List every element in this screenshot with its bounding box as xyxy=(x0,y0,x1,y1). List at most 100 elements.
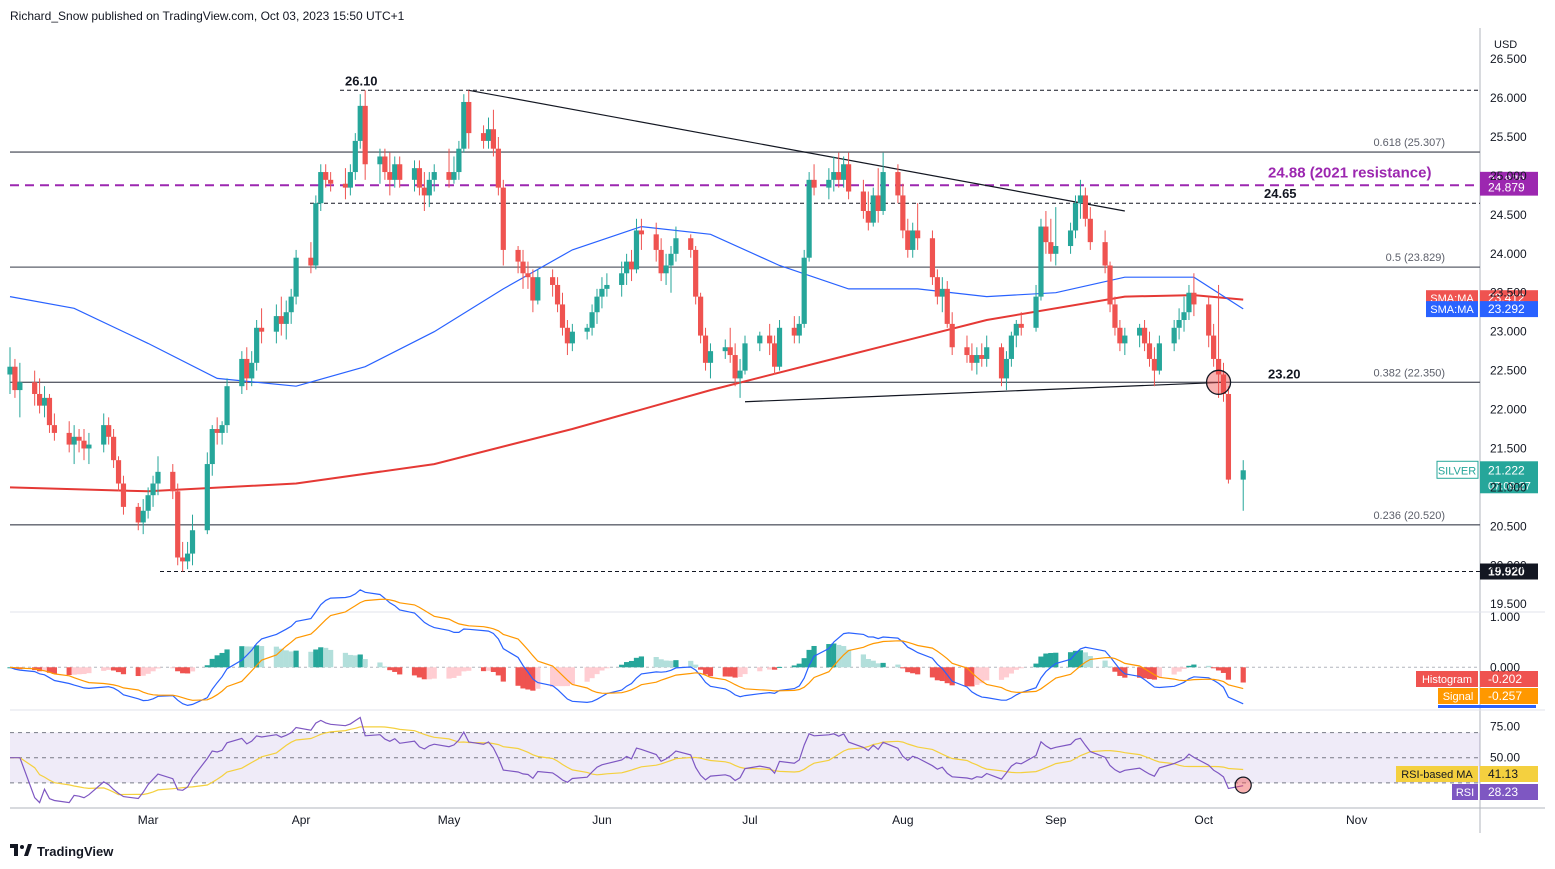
candle xyxy=(313,195,319,270)
price-tick-label: 22.500 xyxy=(1490,364,1527,378)
macd-histogram-bar xyxy=(397,667,403,675)
candle-body xyxy=(431,172,437,180)
candle xyxy=(36,378,43,414)
candle xyxy=(411,160,418,192)
candle-body xyxy=(624,261,630,274)
macd-histogram-bar xyxy=(624,662,630,668)
macd-histogram-bar xyxy=(362,659,368,668)
price-tag xyxy=(1480,179,1538,196)
candle-body xyxy=(1151,358,1158,371)
candle xyxy=(915,203,921,250)
candle xyxy=(273,304,279,344)
macd-histogram-bar xyxy=(1181,667,1187,669)
macd-histogram-bar xyxy=(559,667,566,687)
macd-histogram-bar xyxy=(1043,653,1049,668)
candle-body xyxy=(1013,323,1019,336)
candle-body xyxy=(801,257,807,324)
candle xyxy=(1122,327,1128,356)
macd-histogram-bar xyxy=(1087,656,1093,668)
indicator-tag-box xyxy=(1426,301,1478,318)
candle-body xyxy=(698,296,704,336)
macd-histogram-bar xyxy=(722,667,728,677)
candle xyxy=(1176,308,1182,340)
candle-body xyxy=(397,164,403,180)
candle-body xyxy=(1102,242,1108,266)
last-price-tag xyxy=(1480,461,1538,494)
candle xyxy=(949,312,955,356)
candle-body xyxy=(826,179,832,188)
candle-body xyxy=(1043,226,1049,243)
candle xyxy=(244,347,250,391)
macd-histogram-bar xyxy=(1082,652,1088,668)
price-tick-label: 19.500 xyxy=(1490,597,1527,611)
candle xyxy=(1146,331,1153,367)
macd-histogram-bar xyxy=(698,667,704,670)
candle-body xyxy=(727,347,733,356)
price-tick-label: 26.000 xyxy=(1490,91,1527,105)
candle-body xyxy=(377,156,383,165)
plot-area xyxy=(10,28,1480,808)
candle xyxy=(554,277,561,313)
macd-histogram-bar xyxy=(594,667,600,675)
candle xyxy=(1206,296,1212,348)
macd-histogram-bar xyxy=(1206,665,1212,668)
candle-body xyxy=(36,393,43,406)
candle xyxy=(1215,284,1222,398)
macd-histogram-bar xyxy=(140,667,146,676)
macd-histogram-bar xyxy=(485,667,492,671)
macd-line-tag xyxy=(1438,705,1536,708)
macd-histogram-bar xyxy=(204,665,210,668)
candle-body xyxy=(86,444,92,449)
candle xyxy=(1112,296,1118,336)
resistance-label: 24.88 (2021 resistance) xyxy=(1268,164,1431,181)
candle-body xyxy=(875,195,881,211)
time-tick-label: Nov xyxy=(1346,813,1367,827)
candle xyxy=(707,343,714,379)
candle xyxy=(1087,207,1093,250)
candle xyxy=(737,358,743,398)
macd-histogram-bar xyxy=(495,667,501,676)
candle xyxy=(776,320,783,371)
candle-body xyxy=(737,370,743,379)
macd-histogram-bar xyxy=(189,667,196,672)
candle-body xyxy=(76,436,82,441)
candle-body xyxy=(1171,327,1177,344)
candle-body xyxy=(831,172,837,180)
macd-histogram-bar xyxy=(451,667,457,678)
macd-histogram-bar xyxy=(653,657,659,668)
macd-histogram-bar xyxy=(1112,667,1118,672)
macd-histogram-bar xyxy=(1171,667,1177,675)
candle-body xyxy=(934,277,940,297)
candle-body xyxy=(1181,312,1187,320)
macd-histogram-bar xyxy=(180,667,186,674)
macd-histogram-bar xyxy=(115,667,122,673)
candle-body xyxy=(145,495,151,511)
candle xyxy=(51,413,57,441)
price-tag-value: 19.920 xyxy=(1488,565,1525,579)
tradingview-brand[interactable]: TradingView xyxy=(10,844,113,859)
macd-histogram-bar xyxy=(1018,667,1024,669)
candle-body xyxy=(732,355,738,379)
candle-body xyxy=(673,238,679,254)
macd-histogram-bar xyxy=(870,660,876,668)
macd-histogram-bar xyxy=(81,667,87,675)
candle xyxy=(81,429,87,461)
candle xyxy=(189,514,196,566)
macd-histogram-bar xyxy=(599,667,605,671)
candle-body xyxy=(204,464,210,531)
macd-histogram-bar xyxy=(110,667,117,671)
candle xyxy=(283,300,289,340)
candle-body xyxy=(722,347,728,352)
rsi-oversold-marker xyxy=(1234,776,1252,794)
time-tick-label: Oct xyxy=(1194,813,1213,827)
candle-body xyxy=(604,284,610,289)
candle xyxy=(1067,222,1074,254)
macd-histogram-bar xyxy=(377,662,383,668)
candle-body xyxy=(461,101,467,149)
candle-body xyxy=(984,347,990,359)
candle-body xyxy=(535,277,541,301)
macd-histogram-bar xyxy=(964,667,970,687)
candle-body xyxy=(387,172,393,180)
candle-body xyxy=(1225,393,1232,480)
